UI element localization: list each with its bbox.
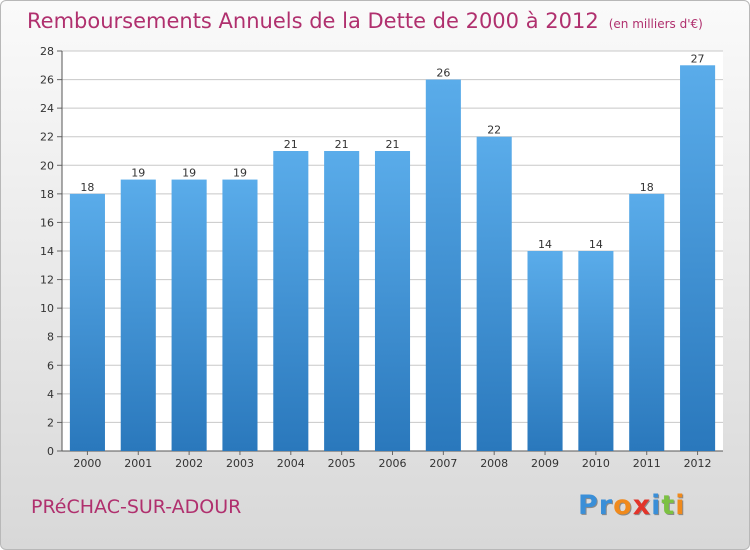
- bar: [171, 179, 207, 452]
- data-label: 19: [131, 167, 145, 180]
- y-tick-label: 24: [40, 102, 54, 115]
- data-label: 19: [233, 167, 247, 180]
- y-tick-label: 8: [47, 331, 54, 344]
- data-label: 27: [691, 52, 705, 65]
- logo-letter: i: [651, 490, 662, 521]
- y-tick-label: 20: [40, 159, 54, 172]
- chart-title: Remboursements Annuels de la Dette de 20…: [27, 9, 703, 33]
- y-tick-label: 26: [40, 74, 54, 87]
- x-tick-label: 2004: [277, 457, 305, 470]
- y-tick-label: 14: [40, 245, 54, 258]
- y-tick-label: 18: [40, 188, 54, 201]
- bar: [527, 251, 563, 451]
- bar: [476, 136, 512, 451]
- bar: [425, 79, 461, 452]
- bar: [273, 151, 309, 451]
- x-tick-label: 2008: [480, 457, 508, 470]
- logo-letter: P: [578, 490, 599, 521]
- x-tick-label: 2011: [633, 457, 661, 470]
- y-tick-label: 4: [47, 388, 54, 401]
- data-label: 21: [386, 138, 400, 151]
- bar: [69, 193, 105, 451]
- data-label: 14: [589, 238, 603, 251]
- logo-letter: t: [661, 490, 676, 521]
- bar: [680, 65, 716, 452]
- x-tick-label: 2003: [226, 457, 254, 470]
- x-tick-label: 2000: [73, 457, 101, 470]
- y-tick-label: 6: [47, 359, 54, 372]
- bar: [578, 251, 614, 451]
- x-tick-label: 2007: [429, 457, 457, 470]
- bar: [374, 151, 411, 451]
- x-tick-label: 2012: [684, 457, 712, 470]
- bar: [629, 193, 665, 451]
- x-tick-label: 2006: [379, 457, 407, 470]
- y-tick-label: 28: [40, 45, 54, 58]
- logo-letter: i: [675, 490, 686, 521]
- bar: [120, 179, 156, 452]
- logo-letter: r: [598, 490, 614, 521]
- logo-letter: x: [632, 490, 652, 521]
- data-label: 18: [640, 181, 654, 194]
- commune-name: PRéCHAC-SUR-ADOUR: [31, 496, 242, 518]
- y-tick-label: 12: [40, 274, 54, 287]
- data-label: 22: [487, 124, 501, 137]
- y-tick-label: 22: [40, 131, 54, 144]
- proxiti-logo: Proxiti: [578, 490, 686, 521]
- x-tick-label: 2005: [328, 457, 356, 470]
- data-label: 14: [538, 238, 552, 251]
- x-tick-label: 2009: [531, 457, 559, 470]
- y-tick-label: 2: [47, 416, 54, 429]
- data-label: 21: [284, 138, 298, 151]
- x-tick-label: 2001: [124, 457, 152, 470]
- y-tick-label: 0: [47, 445, 54, 458]
- bar: [324, 151, 360, 451]
- y-tick-label: 10: [40, 302, 54, 315]
- data-label: 19: [182, 167, 196, 180]
- x-tick-label: 2010: [582, 457, 610, 470]
- logo-letter: o: [613, 490, 633, 521]
- x-tick-label: 2002: [175, 457, 203, 470]
- title-text: Remboursements Annuels de la Dette de 20…: [27, 9, 599, 33]
- bar: [222, 179, 258, 452]
- y-tick-label: 16: [40, 216, 54, 229]
- data-label: 21: [335, 138, 349, 151]
- data-label: 18: [80, 181, 94, 194]
- data-label: 26: [436, 67, 450, 80]
- chart-subtitle: (en milliers d'€): [608, 17, 703, 31]
